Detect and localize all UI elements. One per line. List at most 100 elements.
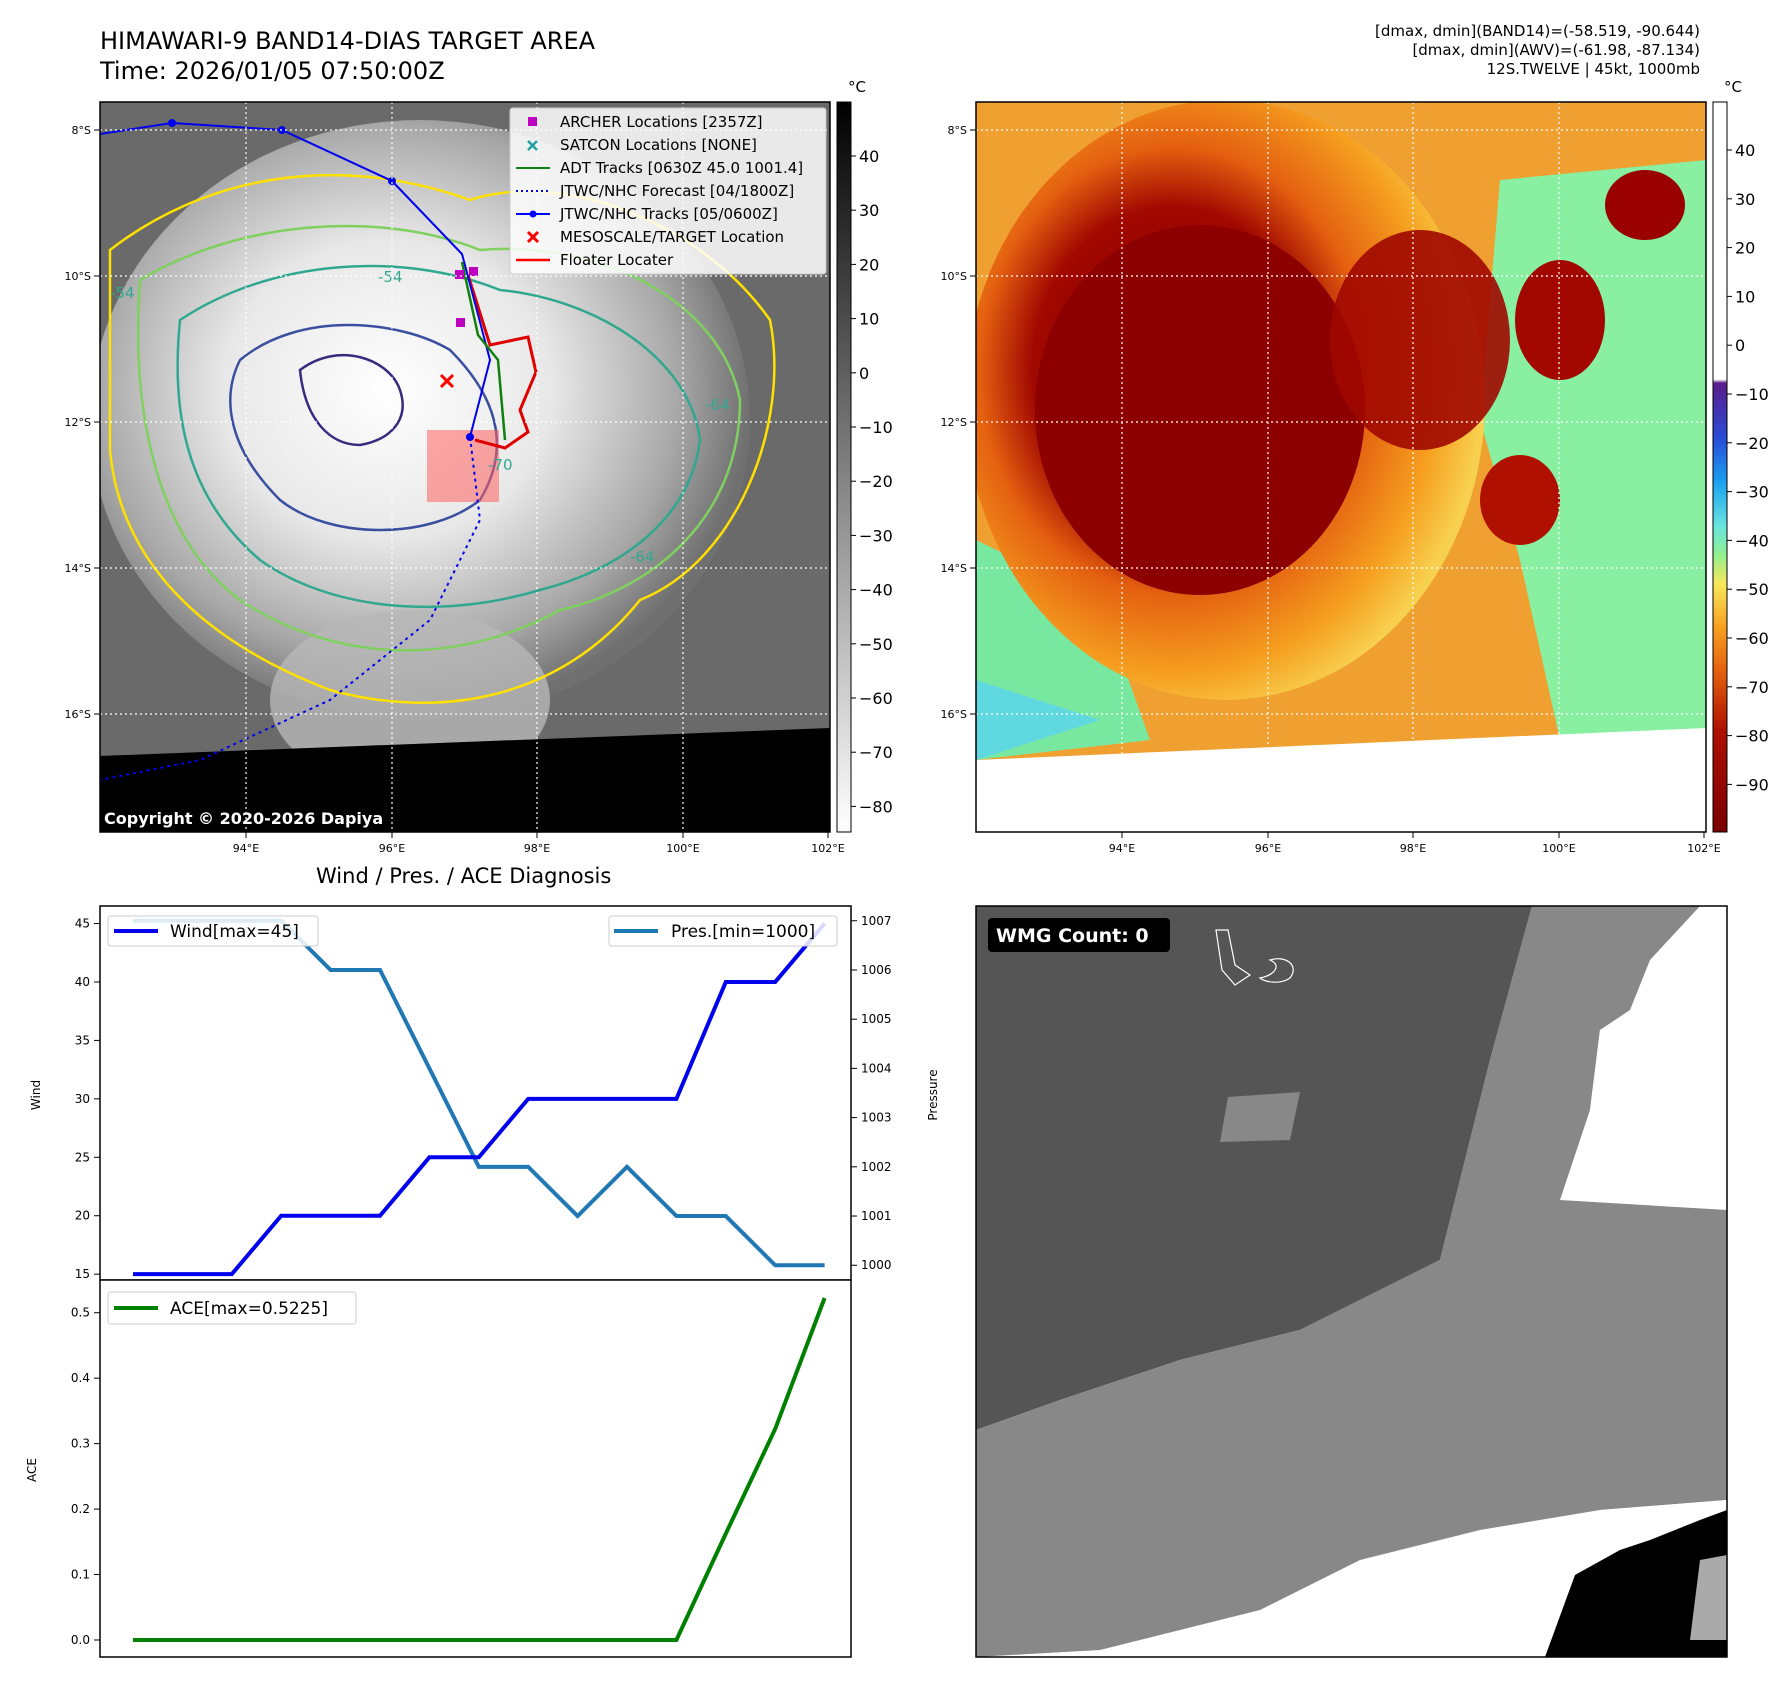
ace-tick-label: 0.4	[71, 1371, 90, 1385]
ace-tick-label: 0.2	[71, 1502, 90, 1516]
wind-pres-plot: 15 20 25 30 35 40 45 1000 1001 1002 1003 1004 1005 10…	[75, 914, 892, 1281]
colorbar-tick-label: −70	[1735, 678, 1769, 697]
ace-plot: 0.0 0.1 0.2 0.3 0.4 0.5	[71, 1297, 827, 1647]
colorbar-tick-label: 10	[859, 310, 879, 329]
colorbar2-unit: °C	[1724, 78, 1742, 96]
colorbar-tick-label: −60	[859, 689, 893, 708]
contour-purple	[298, 353, 404, 447]
wind-legend-box	[107, 915, 319, 947]
lat-tick-label: 14°S	[65, 562, 91, 575]
wind-tick-label: 15	[75, 1267, 90, 1281]
awv-storm-core	[1035, 225, 1365, 595]
no-data-region	[100, 728, 830, 832]
colorbar-tick-label: 20	[1735, 239, 1755, 258]
colorbar2-ticks: 40 30 20 10 0 −10 −20 −30 −40 −50 −60 −70 −80 −90	[1727, 141, 1769, 794]
colorbar-tick-label: 0	[1735, 336, 1745, 355]
pressure-tick-label: 1003	[861, 1111, 892, 1125]
legend-marker-satcon	[527, 140, 538, 151]
pressure-tick-label: 1001	[861, 1209, 892, 1223]
contour-label: -54	[110, 284, 135, 302]
jtwc-track-point	[168, 119, 176, 127]
colorbar-tick-label: −70	[859, 743, 893, 762]
contour-label: -70	[488, 456, 513, 474]
wmg-outline-shape	[1215, 929, 1252, 986]
lon-tick-label: 98°E	[1400, 842, 1426, 855]
contour-label: -64	[705, 396, 730, 414]
lat-tick-label: 12°S	[65, 416, 91, 429]
wind-tick-label: 40	[75, 975, 90, 989]
colorbar-tick-label: −50	[1735, 580, 1769, 599]
lon-tick-label: 100°E	[666, 842, 699, 855]
wind-legend-label: Wind[max=45]	[170, 922, 299, 942]
legend-label: JTWC/NHC Tracks [05/0600Z]	[559, 205, 778, 223]
ace-series-line	[133, 1297, 827, 1642]
wind-tick-label: 20	[75, 1209, 90, 1223]
wmg-mid-patch	[1220, 1092, 1300, 1142]
lat-tick-label: 8°S	[948, 124, 967, 137]
lat-tick-label: 8°S	[72, 124, 91, 137]
wmg-panel: WMG Count: 0	[975, 905, 1728, 1658]
diag-line-2: [dmax, dmin](AWV)=(-61.98, -87.134)	[1412, 41, 1700, 59]
contour-label: -64	[630, 548, 655, 566]
map1-frame	[99, 101, 831, 833]
colorbar-tick-label: −20	[1735, 434, 1769, 453]
map2-frame	[975, 101, 1707, 833]
legend-marker-archer	[528, 117, 537, 126]
copyright-text: Copyright © 2020-2026 Dapiya	[104, 809, 383, 828]
legend-label: MESOSCALE/TARGET Location	[560, 228, 784, 246]
awv-convective-cell	[1515, 260, 1605, 380]
wmg-outline-shape	[1258, 958, 1294, 983]
colorbar-tick-label: −30	[859, 526, 893, 545]
lon-tick-label: 96°E	[1255, 842, 1281, 855]
colorbar-tick-label: 40	[1735, 141, 1755, 160]
lon-tick-label: 96°E	[379, 842, 405, 855]
ace-axes	[99, 1279, 852, 1658]
pressure-axis-label: Pressure	[926, 1069, 940, 1120]
legend-marker-mesoscale	[526, 230, 540, 244]
pressure-tick-label: 1002	[861, 1160, 892, 1174]
pressure-tick-label: 1004	[861, 1061, 892, 1075]
colorbar-tick-label: −10	[1735, 385, 1769, 404]
ace-tick-label: 0.5	[71, 1306, 90, 1320]
diagnostic-info: [dmax, dmin](BAND14)=(-58.519, -90.644)[…	[1375, 22, 1700, 79]
ace-tick-label: 0.1	[71, 1568, 90, 1582]
colorbar-tick-label: −40	[1735, 531, 1769, 550]
colorbar-tick-label: 30	[859, 201, 879, 220]
wind-tick-label: 45	[75, 917, 90, 931]
legend-label: SATCON Locations [NONE]	[560, 136, 757, 154]
lat-tick-label: 12°S	[941, 416, 967, 429]
band14-colorbar: °C 40 30 20 10 0 −10 −20 −30 −40 −50 −60 −70 −80	[836, 78, 893, 833]
title-line-2: Time: 2026/01/05 07:50:00Z	[100, 57, 445, 85]
pres-legend-box	[608, 915, 838, 947]
contour-green	[136, 224, 742, 652]
colorbar1-ticks: 40 30 20 10 0 −10 −20 −30 −40 −50 −60 −70 −80	[851, 147, 893, 816]
ace-axis-label: ACE	[25, 1458, 39, 1482]
lat-tick-label: 14°S	[941, 562, 967, 575]
ace-legend-label: ACE[max=0.5225]	[170, 1299, 328, 1319]
wind-series-line	[133, 922, 827, 1277]
archer-location	[469, 267, 478, 276]
pressure-tick-label: 1007	[861, 914, 892, 928]
wmg-frame	[975, 905, 1728, 1658]
ace-tick-label: 0.0	[71, 1633, 90, 1647]
wmg-white-region-east	[1590, 906, 1727, 1210]
colorbar-tick-label: −10	[859, 418, 893, 437]
wmg-mid-region	[976, 906, 1727, 1657]
jtwc-forecast-line	[100, 436, 482, 781]
wind-legend: Wind[max=45]	[107, 915, 319, 947]
wind-axis-label: Wind	[29, 1080, 43, 1110]
legend-label: Floater Locater	[560, 251, 674, 269]
lat-tick-label: 16°S	[65, 708, 91, 721]
lon-tick-label: 94°E	[1109, 842, 1135, 855]
map2-gridlines	[976, 102, 1706, 832]
wmg-light-patch	[1690, 1555, 1727, 1640]
lon-tick-label: 102°E	[811, 842, 844, 855]
lon-tick-label: 100°E	[1542, 842, 1575, 855]
title-line-1: HIMAWARI-9 BAND14-DIAS TARGET AREA	[100, 27, 596, 55]
pres-legend: Pres.[min=1000]	[608, 915, 838, 947]
wind-tick-label: 30	[75, 1092, 90, 1106]
awv-convective-band	[1330, 230, 1510, 450]
wmg-black-region	[1545, 1510, 1727, 1657]
awv-map: 94°E 96°E 98°E 100°E 102°E 8°S 10°S 12°S 14°S 16°…	[941, 101, 1721, 855]
